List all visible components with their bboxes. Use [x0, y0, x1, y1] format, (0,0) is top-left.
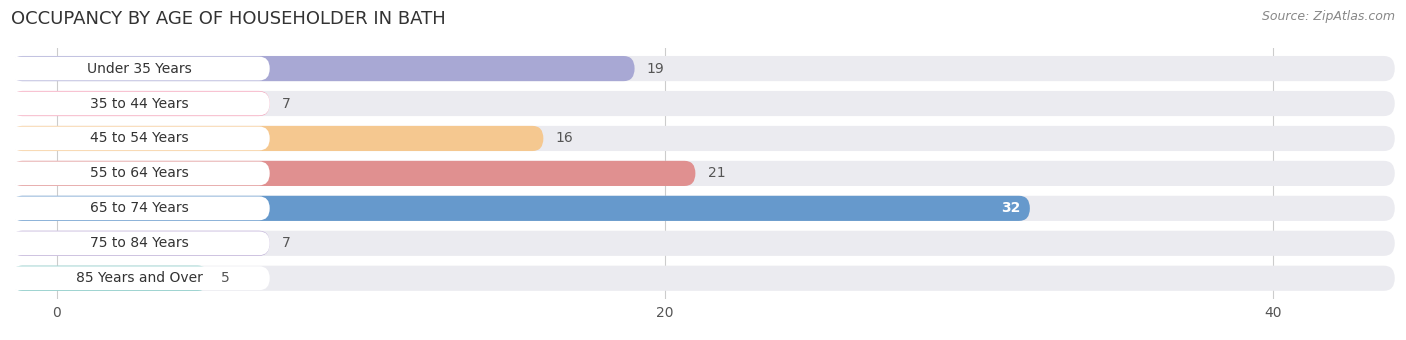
Text: 45 to 54 Years: 45 to 54 Years — [90, 132, 188, 146]
FancyBboxPatch shape — [8, 126, 270, 150]
Text: Source: ZipAtlas.com: Source: ZipAtlas.com — [1261, 10, 1395, 23]
FancyBboxPatch shape — [11, 161, 1395, 186]
FancyBboxPatch shape — [11, 266, 1395, 291]
FancyBboxPatch shape — [11, 266, 209, 291]
FancyBboxPatch shape — [8, 57, 270, 81]
FancyBboxPatch shape — [11, 231, 270, 256]
Text: 85 Years and Over: 85 Years and Over — [76, 271, 202, 285]
Text: 16: 16 — [555, 132, 574, 146]
FancyBboxPatch shape — [8, 92, 270, 115]
FancyBboxPatch shape — [11, 56, 1395, 81]
Text: 21: 21 — [707, 166, 725, 181]
FancyBboxPatch shape — [11, 91, 1395, 116]
FancyBboxPatch shape — [8, 266, 270, 290]
Text: 35 to 44 Years: 35 to 44 Years — [90, 97, 188, 110]
FancyBboxPatch shape — [11, 231, 1395, 256]
FancyBboxPatch shape — [11, 161, 696, 186]
Text: 65 to 74 Years: 65 to 74 Years — [90, 201, 188, 215]
Text: 55 to 64 Years: 55 to 64 Years — [90, 166, 188, 181]
FancyBboxPatch shape — [11, 196, 1029, 221]
Text: 75 to 84 Years: 75 to 84 Years — [90, 236, 188, 250]
Text: Under 35 Years: Under 35 Years — [87, 62, 191, 75]
FancyBboxPatch shape — [8, 197, 270, 220]
FancyBboxPatch shape — [11, 91, 270, 116]
Text: 7: 7 — [281, 97, 291, 110]
FancyBboxPatch shape — [8, 232, 270, 255]
FancyBboxPatch shape — [8, 162, 270, 185]
FancyBboxPatch shape — [11, 126, 543, 151]
Text: 7: 7 — [281, 236, 291, 250]
Text: 32: 32 — [1001, 201, 1021, 215]
Text: OCCUPANCY BY AGE OF HOUSEHOLDER IN BATH: OCCUPANCY BY AGE OF HOUSEHOLDER IN BATH — [11, 10, 446, 28]
Text: 5: 5 — [221, 271, 229, 285]
FancyBboxPatch shape — [11, 196, 1395, 221]
FancyBboxPatch shape — [11, 126, 1395, 151]
Text: 19: 19 — [647, 62, 665, 75]
FancyBboxPatch shape — [11, 56, 634, 81]
